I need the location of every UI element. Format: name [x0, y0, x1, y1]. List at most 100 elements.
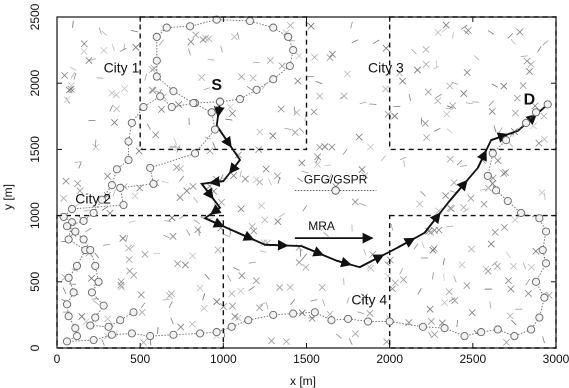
axes: 0 500 1000 1500 2000 2500 3000 0 500 1000 1500 2000…: [28, 3, 569, 366]
node-marker: [391, 279, 399, 287]
node-marker: [148, 66, 156, 73]
node-marker: [426, 305, 434, 313]
node-marker: [542, 336, 545, 344]
gfg-route-point: [488, 149, 497, 158]
node-marker: [256, 178, 264, 186]
mra-route-segment: [208, 176, 224, 187]
mra-route-line: [200, 101, 549, 269]
node-marker: [384, 261, 391, 267]
node-marker: [217, 198, 225, 206]
node-marker: [238, 73, 246, 81]
node-marker: [435, 93, 442, 99]
node-marker: [65, 86, 73, 94]
node-marker: [144, 73, 148, 81]
node-marker: [318, 283, 326, 291]
node-marker: [324, 179, 332, 183]
node-marker: [256, 304, 264, 312]
gfg-route-point: [522, 118, 531, 127]
node-marker: [431, 331, 439, 339]
node-marker: [326, 54, 334, 62]
node-marker: [435, 60, 438, 68]
node-marker: [510, 38, 516, 45]
node-marker: [164, 220, 172, 222]
node-marker: [542, 40, 549, 46]
gfg-route-point: [139, 102, 148, 112]
legend-marker-gfg: [331, 186, 340, 195]
node-marker: [200, 304, 208, 312]
node-marker: [277, 105, 285, 113]
node-marker: [92, 300, 100, 305]
gfg-route-point: [64, 273, 73, 282]
node-marker: [112, 189, 116, 197]
node-marker: [284, 127, 292, 130]
gfg-route-point: [531, 277, 541, 286]
node-marker: [286, 283, 294, 291]
node-marker: [464, 26, 472, 34]
gfg-route-point: [124, 155, 133, 165]
node-marker: [502, 169, 510, 176]
gfg-route-point: [124, 137, 133, 146]
gfg-route-point: [541, 259, 551, 268]
mra-route-segment: [209, 204, 222, 215]
node-marker: [491, 228, 499, 236]
node-marker: [262, 165, 270, 173]
city-region-3: [388, 16, 557, 151]
node-marker: [491, 260, 498, 266]
node-marker: [324, 164, 332, 166]
node-marker: [266, 302, 269, 310]
node-marker: [405, 319, 413, 327]
gfg-route-point: [327, 316, 336, 325]
node-marker: [83, 209, 91, 212]
y-tick-label: 500: [28, 271, 42, 291]
node-marker: [111, 44, 115, 51]
node-marker: [463, 208, 470, 213]
node-marker: [290, 298, 296, 305]
gfg-route-point: [86, 245, 95, 255]
node-marker: [526, 68, 533, 76]
node-marker: [68, 88, 75, 94]
mra-route-segment: [301, 245, 325, 257]
gfg-route-point: [244, 316, 253, 325]
node-marker: [322, 299, 326, 307]
node-marker: [468, 309, 476, 317]
gfg-route-point: [62, 300, 72, 309]
x-tick-label: 2000: [376, 352, 403, 366]
node-marker: [228, 109, 236, 117]
gfg-route-line-3: [156, 19, 294, 113]
gfg-route-point: [107, 181, 116, 190]
node-marker: [109, 104, 114, 112]
node-marker: [202, 34, 210, 42]
gfg-route-point: [503, 196, 512, 206]
x-tick-label: 500: [130, 352, 150, 366]
node-marker: [174, 260, 182, 268]
node-marker: [291, 129, 299, 136]
node-marker: [507, 33, 514, 39]
gfg-route-point: [517, 208, 526, 218]
node-marker: [101, 30, 108, 36]
gfg-route-point: [284, 32, 293, 41]
node-marker: [442, 21, 450, 29]
node-marker: [458, 261, 466, 269]
node-marker: [456, 160, 463, 166]
node-marker: [61, 71, 69, 79]
node-marker: [351, 330, 359, 338]
node-marker: [522, 262, 526, 270]
city-region-1: [139, 16, 308, 151]
node-marker: [421, 241, 425, 249]
gfg-route-point: [440, 324, 449, 333]
node-marker: [465, 102, 473, 105]
node-marker: [138, 308, 146, 316]
node-marker: [441, 299, 449, 307]
node-marker: [491, 83, 499, 88]
node-marker: [460, 203, 468, 211]
node-marker: [484, 267, 492, 275]
y-tick-label: 1000: [28, 202, 42, 229]
x-tick-label: 1500: [293, 352, 320, 366]
node-marker: [540, 112, 548, 120]
gfg-route-point: [186, 22, 195, 31]
gfg-route-point: [169, 330, 178, 339]
gfg-route-point: [269, 75, 278, 84]
gfg-route-point: [146, 332, 155, 341]
node-marker: [262, 82, 267, 89]
